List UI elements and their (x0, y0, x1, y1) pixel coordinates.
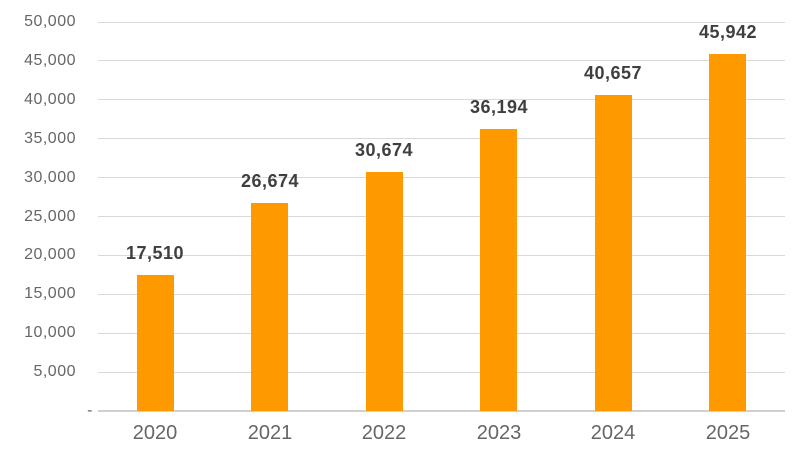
x-axis-tick-label: 2021 (247, 422, 293, 444)
gridline (98, 371, 785, 373)
y-axis-tick-label: 40,000 (24, 90, 76, 108)
y-axis-tick-label: 35,000 (24, 129, 76, 147)
bar-value-label: 36,194 (469, 97, 529, 117)
gridline (98, 216, 785, 217)
y-axis-tick-label: 25,000 (24, 207, 76, 225)
bar-value-label: 45,942 (698, 22, 758, 42)
bar-2025 (709, 53, 746, 411)
bar-2021 (251, 203, 288, 411)
gridline (98, 99, 785, 101)
x-axis-tick-label: 2023 (476, 422, 522, 444)
x-axis-tick-label: 2024 (590, 422, 636, 444)
bar-2020 (137, 274, 174, 411)
bar-2022 (366, 172, 403, 411)
bar-2023 (480, 129, 517, 411)
gridline (98, 21, 785, 23)
x-axis-tick-label: 2020 (132, 422, 178, 444)
x-axis-tick-label: 2022 (361, 422, 407, 444)
y-axis-tick-label: 30,000 (24, 168, 76, 186)
bar-value-label: 17,510 (125, 243, 185, 263)
bar-2024 (595, 94, 632, 411)
y-axis-tick-label: - (87, 402, 93, 419)
x-axis-tick-label: 2025 (705, 422, 751, 444)
y-axis-tick-label: 20,000 (24, 246, 76, 264)
gridline (98, 254, 785, 256)
bar-value-label: 30,674 (354, 140, 414, 160)
y-axis-tick-label: 50,000 (24, 13, 76, 30)
gridline (98, 293, 785, 295)
gridline (98, 332, 785, 334)
y-axis-tick-label: 5,000 (33, 363, 76, 381)
bar-value-label: 40,657 (583, 63, 643, 83)
x-axis-line (98, 410, 785, 412)
gridline (98, 138, 785, 140)
gridline (98, 60, 785, 62)
y-axis-tick-label: 45,000 (24, 51, 76, 69)
bar-value-label: 26,674 (240, 171, 300, 191)
gridline (98, 177, 785, 179)
y-axis-tick-label: 10,000 (24, 324, 76, 342)
y-axis-tick-label: 15,000 (24, 285, 76, 303)
